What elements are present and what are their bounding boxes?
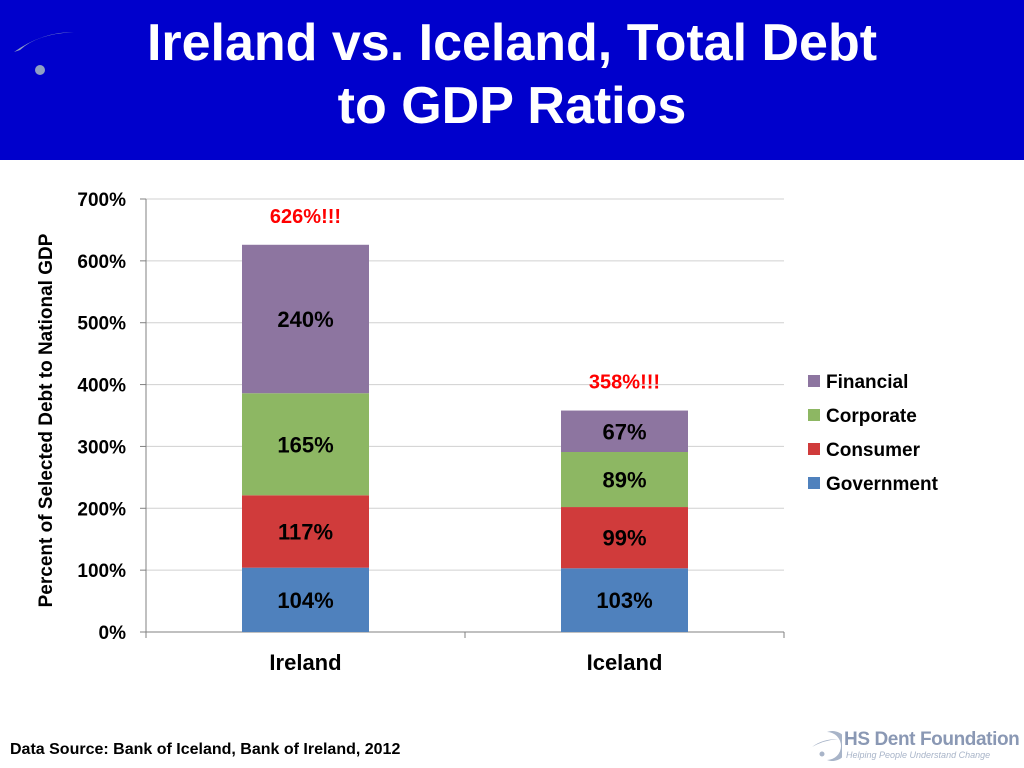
total-label: 358%!!! xyxy=(589,372,660,394)
data-label: 117% xyxy=(278,519,333,544)
bar-segment xyxy=(242,393,369,496)
swoosh-dot-icon xyxy=(810,731,842,761)
legend-label: Consumer xyxy=(826,440,921,461)
title-banner: Ireland vs. Iceland, Total Debt to GDP R… xyxy=(0,0,1024,160)
bar-segment xyxy=(561,451,688,508)
bar-segment xyxy=(242,244,369,394)
total-label: 626%!!! xyxy=(270,206,341,228)
slide-title: Ireland vs. Iceland, Total Debt to GDP R… xyxy=(0,12,1024,138)
bar-segment xyxy=(242,567,369,632)
slide-title-line-2: to GDP Ratios xyxy=(337,77,687,135)
legend-label: Corporate xyxy=(826,406,917,427)
swoosh-dot-icon xyxy=(14,8,82,88)
data-label: 89% xyxy=(602,468,646,493)
x-category-label: Ireland xyxy=(269,650,341,675)
bar-segment xyxy=(242,495,369,568)
legend: Financial Corporate Consumer Government xyxy=(808,372,939,495)
data-label: 104% xyxy=(277,588,333,613)
y-tick-label: 300% xyxy=(77,437,126,458)
data-label: 165% xyxy=(277,432,333,457)
data-labels: 104% 117% 165% 240% 626%!!! 103% 99% 89% 67% 358%… xyxy=(270,206,660,613)
footer-logo: HS Dent Foundation Helping People Unders… xyxy=(806,728,1020,764)
data-source-note: Data Source: Bank of Iceland, Bank of Ir… xyxy=(10,741,401,758)
data-label: 67% xyxy=(602,419,646,444)
legend-label: Government xyxy=(826,474,939,495)
footer-logo-name: HS Dent Foundation xyxy=(844,729,1020,750)
stacked-bar-chart: 0% 100% 200% 300% 400% 500% 600% 700% Percent of… xyxy=(36,190,939,675)
y-tick-label: 600% xyxy=(77,252,126,273)
y-tick-label: 200% xyxy=(77,499,126,520)
data-label: 99% xyxy=(602,526,646,551)
axes: 0% 100% 200% 300% 400% 500% 600% 700% Percent of… xyxy=(36,190,785,675)
data-label: 103% xyxy=(596,588,652,613)
y-tick-label: 500% xyxy=(77,314,126,335)
y-tick-label: 400% xyxy=(77,376,126,397)
legend-swatch xyxy=(808,409,820,421)
y-tick-label: 100% xyxy=(77,561,126,582)
slide-title-line-1: Ireland vs. Iceland, Total Debt xyxy=(146,14,878,72)
bar-segment xyxy=(561,410,688,452)
legend-swatch xyxy=(808,375,820,387)
gridlines xyxy=(146,198,784,571)
y-tick-label: 0% xyxy=(99,623,127,644)
y-tick-label: 700% xyxy=(77,190,126,211)
legend-label: Financial xyxy=(826,372,908,393)
data-label: 240% xyxy=(277,307,333,332)
bars xyxy=(242,244,688,632)
footer-logo-tagline: Helping People Understand Change xyxy=(846,750,991,760)
legend-swatch xyxy=(808,477,820,489)
legend-swatch xyxy=(808,443,820,455)
bar-segment xyxy=(561,507,688,569)
bar-segment xyxy=(561,568,688,632)
x-category-label: Iceland xyxy=(587,650,663,675)
y-axis-label: Percent of Selected Debt to National GDP xyxy=(36,233,57,607)
